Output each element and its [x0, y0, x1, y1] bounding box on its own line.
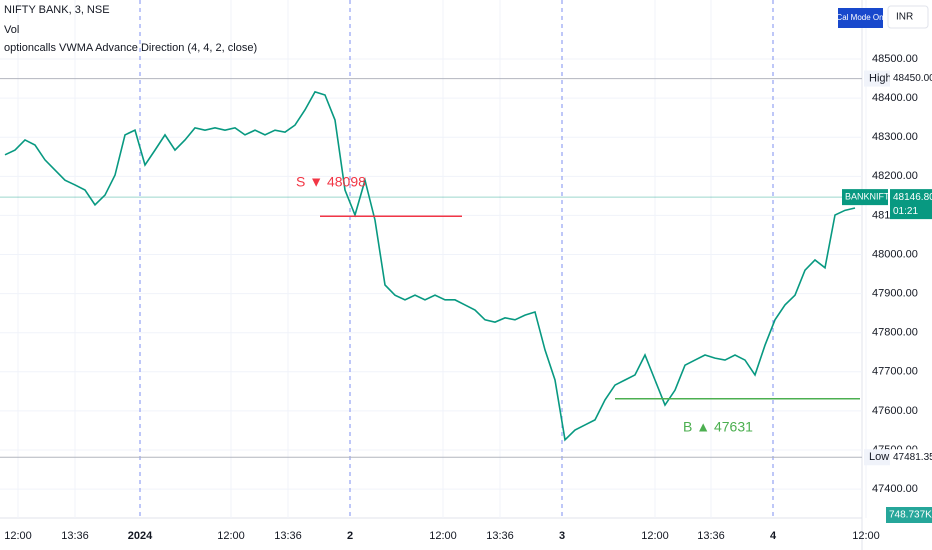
high-value-box — [890, 70, 932, 87]
last-price-box — [890, 189, 932, 220]
y-tick-label: 48000.00 — [872, 248, 918, 260]
x-tick-label: 12:00 — [641, 530, 669, 542]
volume-label-box — [886, 507, 932, 523]
y-tick-label: 47800.00 — [872, 327, 918, 339]
y-tick-label: 48500.00 — [872, 53, 918, 65]
x-tick-label: 13:36 — [486, 530, 514, 542]
x-tick-label: 4 — [770, 530, 777, 542]
low-label-box — [864, 449, 890, 466]
x-tick-label: 12:00 — [429, 530, 457, 542]
x-tick-label: 3 — [559, 530, 565, 542]
indicator-title: optioncalls VWMA Advance Direction (4, 4… — [4, 42, 257, 54]
symbol-title: NIFTY BANK, 3, NSE — [4, 4, 110, 16]
x-tick-label: 2 — [347, 530, 353, 542]
y-tick-label: 47700.00 — [872, 366, 918, 378]
x-tick-label: 12:00 — [4, 530, 32, 542]
signal-label: S ▼ 48098 — [296, 174, 366, 190]
countdown: 01:21 — [893, 206, 918, 217]
last-price: 48146.80 — [893, 192, 932, 203]
x-tick-label: 12:00 — [217, 530, 245, 542]
plot — [0, 0, 867, 518]
signal-label: B ▲ 47631 — [683, 419, 753, 435]
x-tick-label: 13:36 — [697, 530, 725, 542]
high-label: High — [869, 72, 892, 84]
low-value-box — [890, 449, 932, 466]
y-tick-label: 47400.00 — [872, 483, 918, 495]
high-label-box — [864, 70, 890, 87]
x-tick-label: 12:00 — [852, 530, 880, 542]
symbol-tag: BANKNIFTY — [845, 191, 896, 201]
y-tick-label: 47900.00 — [872, 288, 918, 300]
low-value: 47481.35 — [893, 452, 932, 463]
x-tick-label: 2024 — [128, 530, 153, 542]
symbol-tag-box — [842, 189, 888, 206]
volume-title: Vol — [4, 24, 19, 36]
y-tick-label: 48200.00 — [872, 170, 918, 182]
low-label: Low — [869, 451, 889, 463]
currency-text[interactable]: INR — [896, 12, 913, 23]
y-tick-label: 47600.00 — [872, 405, 918, 417]
y-tick-label: 48400.00 — [872, 92, 918, 104]
cal-mode-button[interactable] — [838, 8, 883, 28]
x-tick-label: 13:36 — [274, 530, 302, 542]
price-line — [4, 90, 856, 442]
y-tick-label: 48300.00 — [872, 131, 918, 143]
x-tick-label: 13:36 — [61, 530, 89, 542]
volume-label: 748.737K — [889, 510, 932, 521]
currency-button[interactable] — [887, 5, 929, 29]
cal-mode-text[interactable]: Cal Mode On — [836, 13, 883, 22]
high-value: 48450.00 — [893, 73, 932, 84]
